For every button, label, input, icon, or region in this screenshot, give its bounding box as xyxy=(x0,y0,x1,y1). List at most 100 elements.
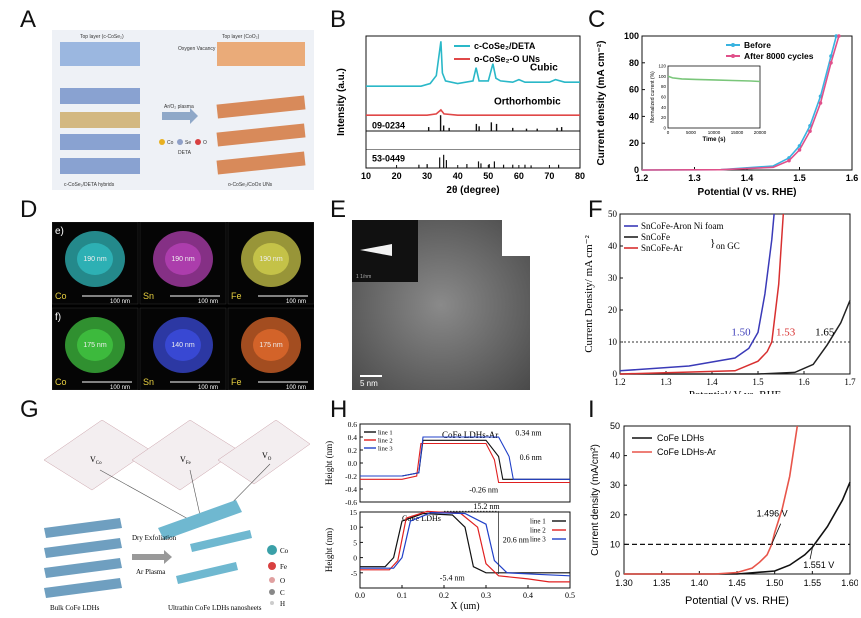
legend-label: SnCoFe-Ar xyxy=(641,243,683,253)
x-tick-label: 1.3 xyxy=(688,173,701,183)
eds-scale-label: 100 nm xyxy=(286,385,306,390)
legend-group-label: on GC xyxy=(716,241,740,251)
annot-152: 15.2 nm xyxy=(473,502,500,511)
x-tick-label: 0.1 xyxy=(397,591,407,600)
y-axis-label: Current density (mA cm⁻²) xyxy=(596,41,607,166)
polarization-point xyxy=(837,34,841,38)
y-tick-label: 0 xyxy=(613,369,618,379)
legend-label: line 2 xyxy=(530,527,546,535)
annot-54: -5.4 nm xyxy=(440,573,466,582)
a-left-stack xyxy=(60,42,140,174)
annot-150: 1.50 xyxy=(731,327,751,339)
panel-d-eds-maps: 190 nm Co 100 nm 190 nm Sn 100 nm 190 nm Fe 100 … xyxy=(51,221,315,391)
panel-label-b: B xyxy=(330,6,347,33)
x-tick-label: 1.50 xyxy=(766,578,784,588)
legend-label: c-CoSe₂/DETA xyxy=(474,41,536,51)
inset-y-tick: 0 xyxy=(663,126,666,131)
y-tick-label: 0 xyxy=(634,165,639,175)
x-tick-label: 0.3 xyxy=(481,591,491,600)
g-arrow xyxy=(132,550,172,564)
x-tick-label: 20 xyxy=(392,171,402,181)
y-tick-label: 60 xyxy=(629,85,639,95)
tem-scale-label: 5 nm xyxy=(360,379,378,388)
inset-x-tick: 0 xyxy=(667,130,670,135)
inset-y-tick: 120 xyxy=(658,64,666,69)
y-tick-label: 0.6 xyxy=(348,420,358,429)
eds-particle-core xyxy=(253,243,289,275)
x-tick-label: 1.6 xyxy=(798,377,810,387)
polarization-line xyxy=(620,300,851,375)
g-single-sheet xyxy=(158,500,242,540)
y-tick-label: 100 xyxy=(624,31,639,41)
panel-label-f: F xyxy=(588,196,603,223)
inset-x-tick: 10000 xyxy=(708,130,721,135)
chart-f-polarization: 1.2 1.3 1.4 1.5 1.6 1.7 0 10 20 30 40 50 Potential/ … xyxy=(583,209,856,394)
y-tick-label: 0.2 xyxy=(348,446,358,455)
panel-label-g: G xyxy=(20,396,39,423)
svg-text:VFe: VFe xyxy=(180,455,192,466)
legend-label: line 1 xyxy=(530,518,546,526)
legend-label: o-CoSe₂-O UNs xyxy=(474,54,540,64)
svg-text:Se: Se xyxy=(185,140,191,146)
x-tick-label: 80 xyxy=(575,171,585,181)
y-tick-label: 20 xyxy=(610,510,620,520)
g-bulk-label: Bulk CoFe LDHs xyxy=(50,604,100,612)
x-axis-label: 2θ (degree) xyxy=(446,185,499,196)
y-tick-label: 15 xyxy=(350,508,358,517)
eds-scale-label: 100 nm xyxy=(286,299,306,305)
y-axis-label: Current Density/ mA cm⁻² xyxy=(583,235,595,353)
annot-ortho: Orthorhombic xyxy=(494,97,561,108)
annot-165: 1.65 xyxy=(815,327,835,339)
afm-profile-line xyxy=(360,511,571,577)
chart-h-afm: -0.6 -0.4 -0.2 0.0 0.2 0.4 0.6 Height (nm) CoFe … xyxy=(324,420,575,612)
x-axis-label: Potential (V vs. RHE) xyxy=(698,187,797,198)
x-axis-label: Potential (V vs. RHE) xyxy=(685,595,789,607)
svg-text:VCo: VCo xyxy=(90,455,102,466)
legend-marker xyxy=(731,54,735,58)
annot-06: 0.6 nm xyxy=(520,453,543,462)
x-tick-label: 1.5 xyxy=(752,377,764,387)
x-tick-label: 1.55 xyxy=(804,578,822,588)
xrd-series-line xyxy=(366,41,580,87)
y-tick-label: 40 xyxy=(610,451,620,461)
y-axis-label: Current density (mA/cm²) xyxy=(590,444,601,556)
chart-c-polarization: 1.2 1.3 1.4 1.5 1.6 0 20 40 60 80 100 Potential (V … xyxy=(596,31,858,198)
eds-particle-core xyxy=(165,329,201,361)
annot-026: -0.26 nm xyxy=(469,485,499,494)
y-tick-label: -0.6 xyxy=(345,498,357,507)
eds-particle-core xyxy=(77,329,113,361)
eds-scale-label: 100 nm xyxy=(110,299,130,305)
x-tick-label: 0.4 xyxy=(523,591,533,600)
svg-text:DETA: DETA xyxy=(178,150,192,156)
legend-label: CoFe LDHs-Ar xyxy=(657,447,716,457)
x-tick-label: 0.2 xyxy=(439,591,449,600)
x-tick-label: 1.4 xyxy=(741,173,754,183)
x-tick-label: 0.0 xyxy=(355,591,365,600)
g-thin-stack xyxy=(176,530,252,584)
x-tick-label: 1.60 xyxy=(841,578,858,588)
a-top-right-label: Top layer (CoO₂) xyxy=(222,34,260,40)
y-axis-label: Height (nm) xyxy=(324,528,334,572)
svg-text:O: O xyxy=(280,577,285,585)
chart-i-polarization: 1.30 1.35 1.40 1.45 1.50 1.55 1.60 0 10 20 30 40 50 P… xyxy=(590,421,858,607)
inset-y-tick: 100 xyxy=(658,74,666,79)
afm-profile-line xyxy=(360,436,570,480)
legend-label: line 1 xyxy=(378,430,393,437)
x-tick-label: 1.45 xyxy=(728,578,746,588)
x-tick-label: 1.2 xyxy=(614,377,625,387)
y-tick-label: 30 xyxy=(608,273,618,283)
annot-pointer xyxy=(771,523,782,545)
eds-row-label: e) xyxy=(55,226,64,237)
svg-text:Dry Exfoliation: Dry Exfoliation xyxy=(132,534,177,542)
y-tick-label: 5 xyxy=(353,538,357,547)
svg-text:Ar Plasma: Ar Plasma xyxy=(136,568,166,576)
a-bottom-right: o-CoSe₂/CoOx UNs xyxy=(228,182,273,188)
polarization-point xyxy=(834,34,839,38)
y-tick-label: 0 xyxy=(615,569,620,579)
y-tick-label: 20 xyxy=(608,305,618,315)
legend-label: After 8000 cycles xyxy=(744,51,814,61)
annot-153: 1.53 xyxy=(776,327,796,339)
y-axis-label: Height (nm) xyxy=(324,441,334,485)
y-tick-label: 40 xyxy=(608,241,618,251)
x-tick-label: 1.7 xyxy=(844,377,856,387)
